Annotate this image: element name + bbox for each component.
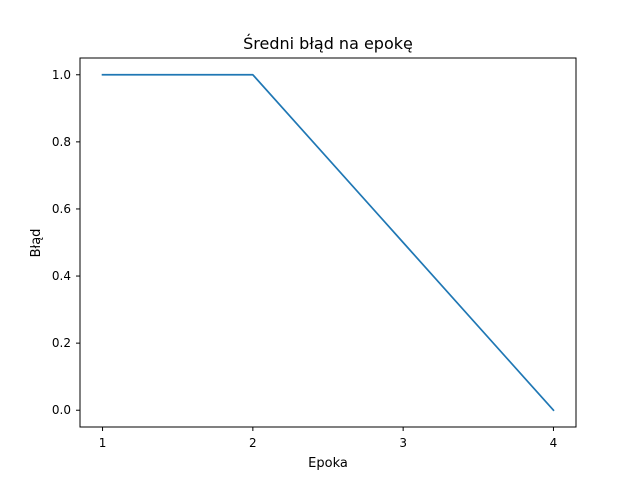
series-layer — [101, 73, 555, 412]
y-tick-label: 0.2 — [52, 336, 71, 350]
y-tick-label: 0.6 — [52, 202, 71, 216]
x-axis-label: Epoka — [308, 456, 348, 471]
y-tick-label: 1.0 — [52, 68, 71, 82]
y-tick-label: 0.0 — [52, 403, 71, 417]
y-axis: 0.0 0.2 0.4 0.6 0.8 1.0 — [52, 68, 80, 417]
y-tick-label: 0.4 — [52, 269, 71, 283]
x-tick-label: 1 — [99, 436, 107, 450]
series-line — [101, 73, 555, 412]
y-tick-label: 0.8 — [52, 135, 71, 149]
x-tick-label: 2 — [249, 436, 257, 450]
chart-title: Średni błąd na epokę — [243, 34, 413, 53]
plot-area — [79, 57, 577, 428]
x-tick-label: 3 — [399, 436, 407, 450]
x-axis: 1 2 3 4 — [99, 427, 558, 450]
y-axis-label: Błąd — [29, 229, 44, 258]
x-tick-label: 4 — [550, 436, 558, 450]
